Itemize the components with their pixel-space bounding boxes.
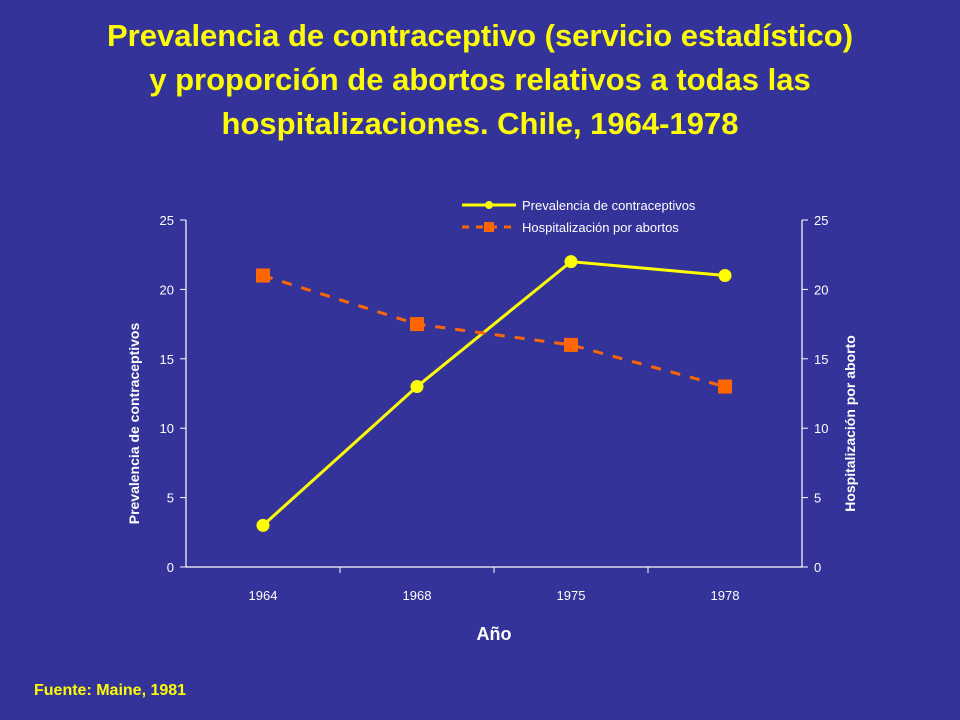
y-right-tick-label: 5	[814, 491, 821, 506]
legend-marker	[485, 201, 493, 209]
x-tick-label: 1968	[403, 588, 432, 603]
legend-item-1: Prevalencia de contraceptivos	[462, 198, 696, 213]
data-point	[410, 317, 424, 332]
y-right-tick-label: 10	[814, 421, 828, 436]
y-left-tick-label: 10	[160, 421, 174, 436]
series-2	[256, 268, 732, 394]
data-point	[256, 518, 270, 532]
y-right-tick-label: 15	[814, 352, 828, 367]
x-tick-label: 1964	[249, 588, 278, 603]
y-right-tick-label: 20	[814, 282, 828, 297]
series-line	[261, 260, 726, 527]
y-left-tick-label: 15	[160, 352, 174, 367]
y-right-tick-label: 25	[814, 213, 828, 228]
data-point	[564, 255, 578, 269]
x-tick-label: 1978	[711, 588, 740, 603]
slide-title: Prevalencia de contraceptivo (servicio e…	[0, 14, 960, 146]
data-point	[410, 380, 424, 394]
chart-legend: Prevalencia de contraceptivos Hospitaliza…	[462, 198, 696, 235]
data-point	[564, 337, 578, 352]
y-axis-left-title: Prevalencia de contraceptivos	[126, 323, 142, 525]
chart-ticks: 0 0 5 5 10 10 15 15 20 20 25 25 1964 1968 1975 1978	[160, 213, 829, 603]
data-point	[718, 379, 732, 394]
y-left-tick-label: 0	[167, 560, 174, 575]
y-left-tick-label: 5	[167, 491, 174, 506]
chart-axes	[185, 220, 803, 568]
source-note: Fuente: Maine, 1981	[34, 682, 187, 699]
series-1	[256, 255, 732, 532]
data-point	[256, 268, 270, 283]
legend-label: Hospitalización por abortos	[522, 220, 679, 235]
x-axis-title: Año	[477, 624, 512, 644]
y-left-tick-label: 25	[160, 213, 174, 228]
legend-item-2: Hospitalización por abortos	[462, 220, 679, 235]
x-tick-label: 1975	[557, 588, 586, 603]
chart-series	[256, 255, 732, 532]
y-right-tick-label: 0	[814, 560, 821, 575]
title-line-2: y proporción de abortos relativos a toda…	[149, 62, 811, 97]
series-line	[262, 274, 726, 389]
title-line-3: hospitalizaciones. Chile, 1964-1978	[221, 106, 739, 141]
legend-marker	[484, 222, 494, 232]
title-line-1: Prevalencia de contraceptivo (servicio e…	[106, 18, 854, 53]
y-left-tick-label: 20	[160, 282, 174, 297]
y-axis-right-title: Hospitalización por aborto	[842, 335, 858, 512]
legend-label: Prevalencia de contraceptivos	[522, 198, 696, 213]
data-point	[718, 269, 732, 283]
